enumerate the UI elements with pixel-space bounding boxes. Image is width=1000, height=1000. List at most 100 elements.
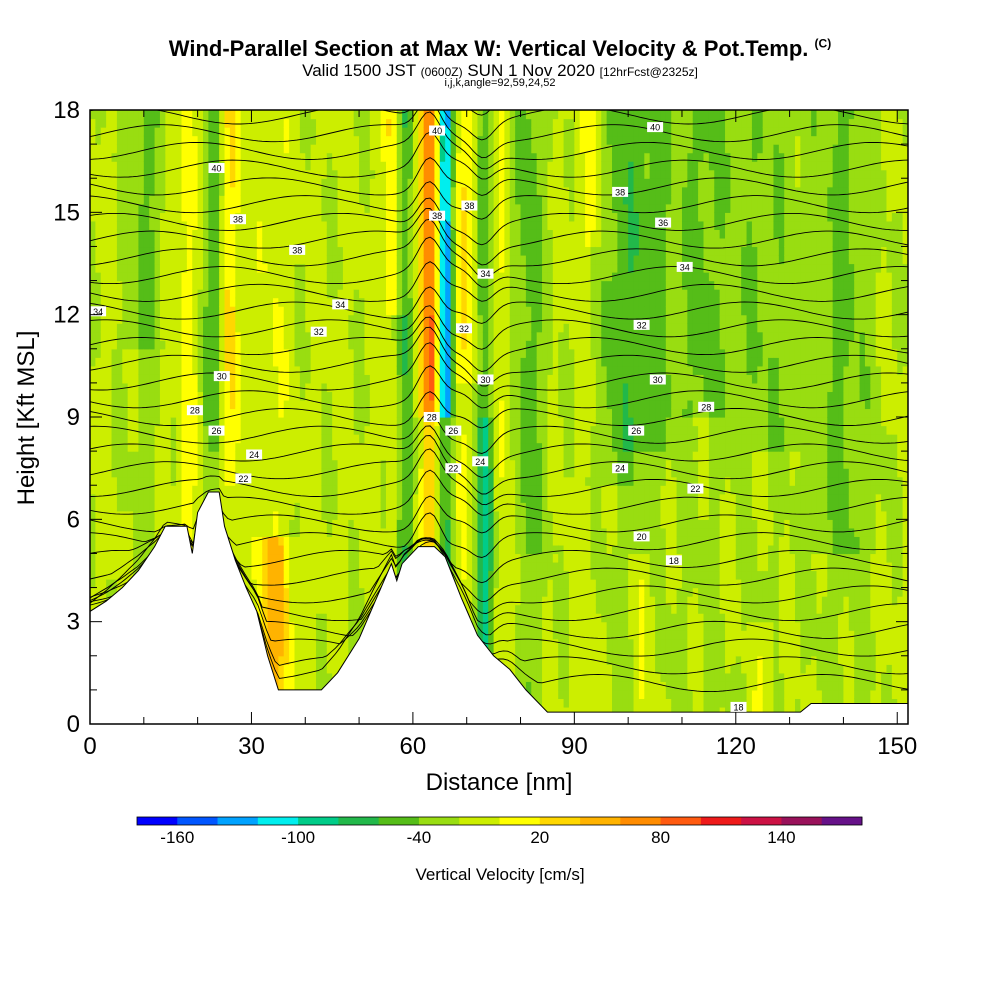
velocity-cell (423, 110, 430, 120)
velocity-cell (299, 493, 306, 503)
velocity-cell (229, 391, 236, 401)
velocity-cell (111, 110, 118, 120)
velocity-cell (197, 357, 204, 367)
velocity-cell (186, 348, 193, 358)
velocity-cell (90, 254, 96, 265)
velocity-cell (364, 203, 371, 213)
velocity-cell (332, 442, 339, 452)
velocity-cell (369, 289, 376, 299)
velocity-cell (342, 630, 349, 640)
velocity-cell (407, 340, 414, 350)
velocity-cell (143, 493, 150, 503)
velocity-cell (364, 212, 371, 222)
velocity-cell (305, 544, 312, 555)
velocity-cell (213, 348, 220, 358)
velocity-cell (95, 212, 102, 222)
velocity-cell (396, 451, 403, 461)
velocity-cell (116, 442, 123, 452)
velocity-cell (418, 485, 425, 495)
velocity-cell (235, 425, 242, 435)
velocity-cell (289, 314, 296, 324)
velocity-cell (170, 289, 177, 299)
velocity-cell (246, 280, 253, 290)
velocity-cell (418, 519, 425, 529)
velocity-cell (450, 297, 457, 307)
velocity-cell (165, 357, 172, 367)
velocity-cell (224, 425, 231, 435)
velocity-cell (256, 459, 263, 469)
velocity-cell (170, 229, 177, 239)
velocity-cell (229, 203, 236, 213)
velocity-cell (412, 536, 419, 546)
velocity-cell (246, 382, 253, 393)
velocity-cell (385, 459, 392, 469)
velocity-cell (90, 340, 96, 350)
velocity-cell (380, 468, 387, 478)
velocity-cell (375, 502, 382, 512)
velocity-cell (375, 195, 382, 205)
velocity-cell (262, 604, 269, 614)
velocity-cell (159, 186, 166, 196)
velocity-cell (391, 382, 398, 393)
velocity-cell (235, 289, 242, 299)
velocity-cell (246, 399, 253, 410)
velocity-cell (299, 613, 306, 623)
velocity-cell (251, 152, 258, 162)
velocity-cell (310, 391, 317, 401)
velocity-cell (450, 254, 457, 265)
velocity-cell (143, 135, 150, 145)
velocity-cell (240, 195, 247, 205)
velocity-cell (375, 144, 382, 154)
velocity-cell (111, 297, 118, 307)
velocity-cell (176, 161, 183, 171)
velocity-cell (176, 203, 183, 213)
velocity-cell (299, 536, 306, 546)
velocity-cell (412, 527, 419, 537)
velocity-cell (116, 323, 123, 333)
velocity-cell (439, 169, 446, 179)
velocity-cell (385, 144, 392, 154)
velocity-cell (423, 314, 430, 324)
velocity-cell (149, 280, 156, 290)
velocity-cell (369, 425, 376, 435)
velocity-cell (353, 135, 360, 145)
velocity-cell (192, 246, 199, 256)
velocity-cell (267, 374, 274, 384)
velocity-cell (224, 348, 231, 358)
velocity-cell (106, 399, 113, 410)
velocity-cell (385, 229, 392, 239)
velocity-cell (272, 178, 279, 188)
velocity-cell (332, 502, 339, 512)
velocity-cell (332, 664, 339, 674)
velocity-cell (229, 161, 236, 171)
velocity-cell (348, 263, 355, 273)
velocity-cell (267, 579, 274, 589)
velocity-cell (272, 519, 279, 529)
velocity-cell (326, 331, 333, 341)
velocity-cell (283, 110, 290, 120)
velocity-cell (246, 442, 253, 452)
velocity-cell (299, 289, 306, 299)
velocity-cell (262, 297, 269, 307)
velocity-cell (272, 118, 279, 128)
velocity-cell (203, 195, 209, 205)
velocity-cell (423, 459, 430, 469)
velocity-cell (278, 323, 285, 333)
velocity-cell (224, 502, 231, 512)
velocity-cell (186, 220, 193, 230)
velocity-cell (272, 638, 279, 648)
velocity-cell (321, 246, 328, 256)
velocity-cell (316, 135, 323, 145)
velocity-cell (359, 280, 366, 290)
velocity-cell (159, 417, 166, 427)
velocity-cell (439, 195, 446, 205)
velocity-cell (133, 289, 140, 299)
velocity-cell (396, 263, 403, 273)
velocity-cell (127, 280, 134, 290)
velocity-cell (170, 451, 177, 461)
velocity-cell (95, 451, 102, 461)
velocity-cell (176, 391, 183, 401)
velocity-cell (197, 374, 204, 384)
velocity-cell (127, 417, 134, 427)
velocity-cell (133, 118, 140, 128)
